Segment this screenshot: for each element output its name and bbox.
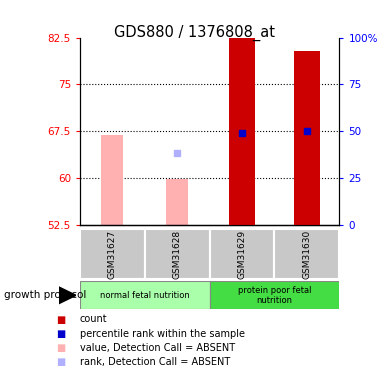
- Bar: [210, 229, 275, 279]
- Text: rank, Detection Call = ABSENT: rank, Detection Call = ABSENT: [80, 357, 230, 367]
- Text: GSM31628: GSM31628: [173, 230, 182, 279]
- Bar: [101, 135, 123, 225]
- Bar: [294, 51, 320, 225]
- Bar: [145, 229, 210, 279]
- Text: ■: ■: [56, 343, 65, 353]
- Text: normal fetal nutrition: normal fetal nutrition: [100, 291, 190, 300]
- Bar: [210, 281, 339, 309]
- Polygon shape: [58, 287, 76, 304]
- Bar: [166, 179, 188, 225]
- Text: protein poor fetal
nutrition: protein poor fetal nutrition: [238, 286, 311, 305]
- Bar: [275, 229, 339, 279]
- Bar: [80, 229, 145, 279]
- Text: GDS880 / 1376808_at: GDS880 / 1376808_at: [115, 24, 275, 40]
- Text: GSM31630: GSM31630: [302, 230, 311, 279]
- Text: GSM31627: GSM31627: [108, 230, 117, 279]
- Text: percentile rank within the sample: percentile rank within the sample: [80, 329, 245, 339]
- Text: count: count: [80, 315, 108, 324]
- Text: value, Detection Call = ABSENT: value, Detection Call = ABSENT: [80, 343, 235, 353]
- Bar: [229, 27, 255, 225]
- Text: ■: ■: [56, 357, 65, 367]
- Text: ■: ■: [56, 315, 65, 324]
- Text: GSM31629: GSM31629: [238, 230, 246, 279]
- Text: growth protocol: growth protocol: [4, 290, 86, 300]
- Text: ■: ■: [56, 329, 65, 339]
- Bar: [80, 281, 210, 309]
